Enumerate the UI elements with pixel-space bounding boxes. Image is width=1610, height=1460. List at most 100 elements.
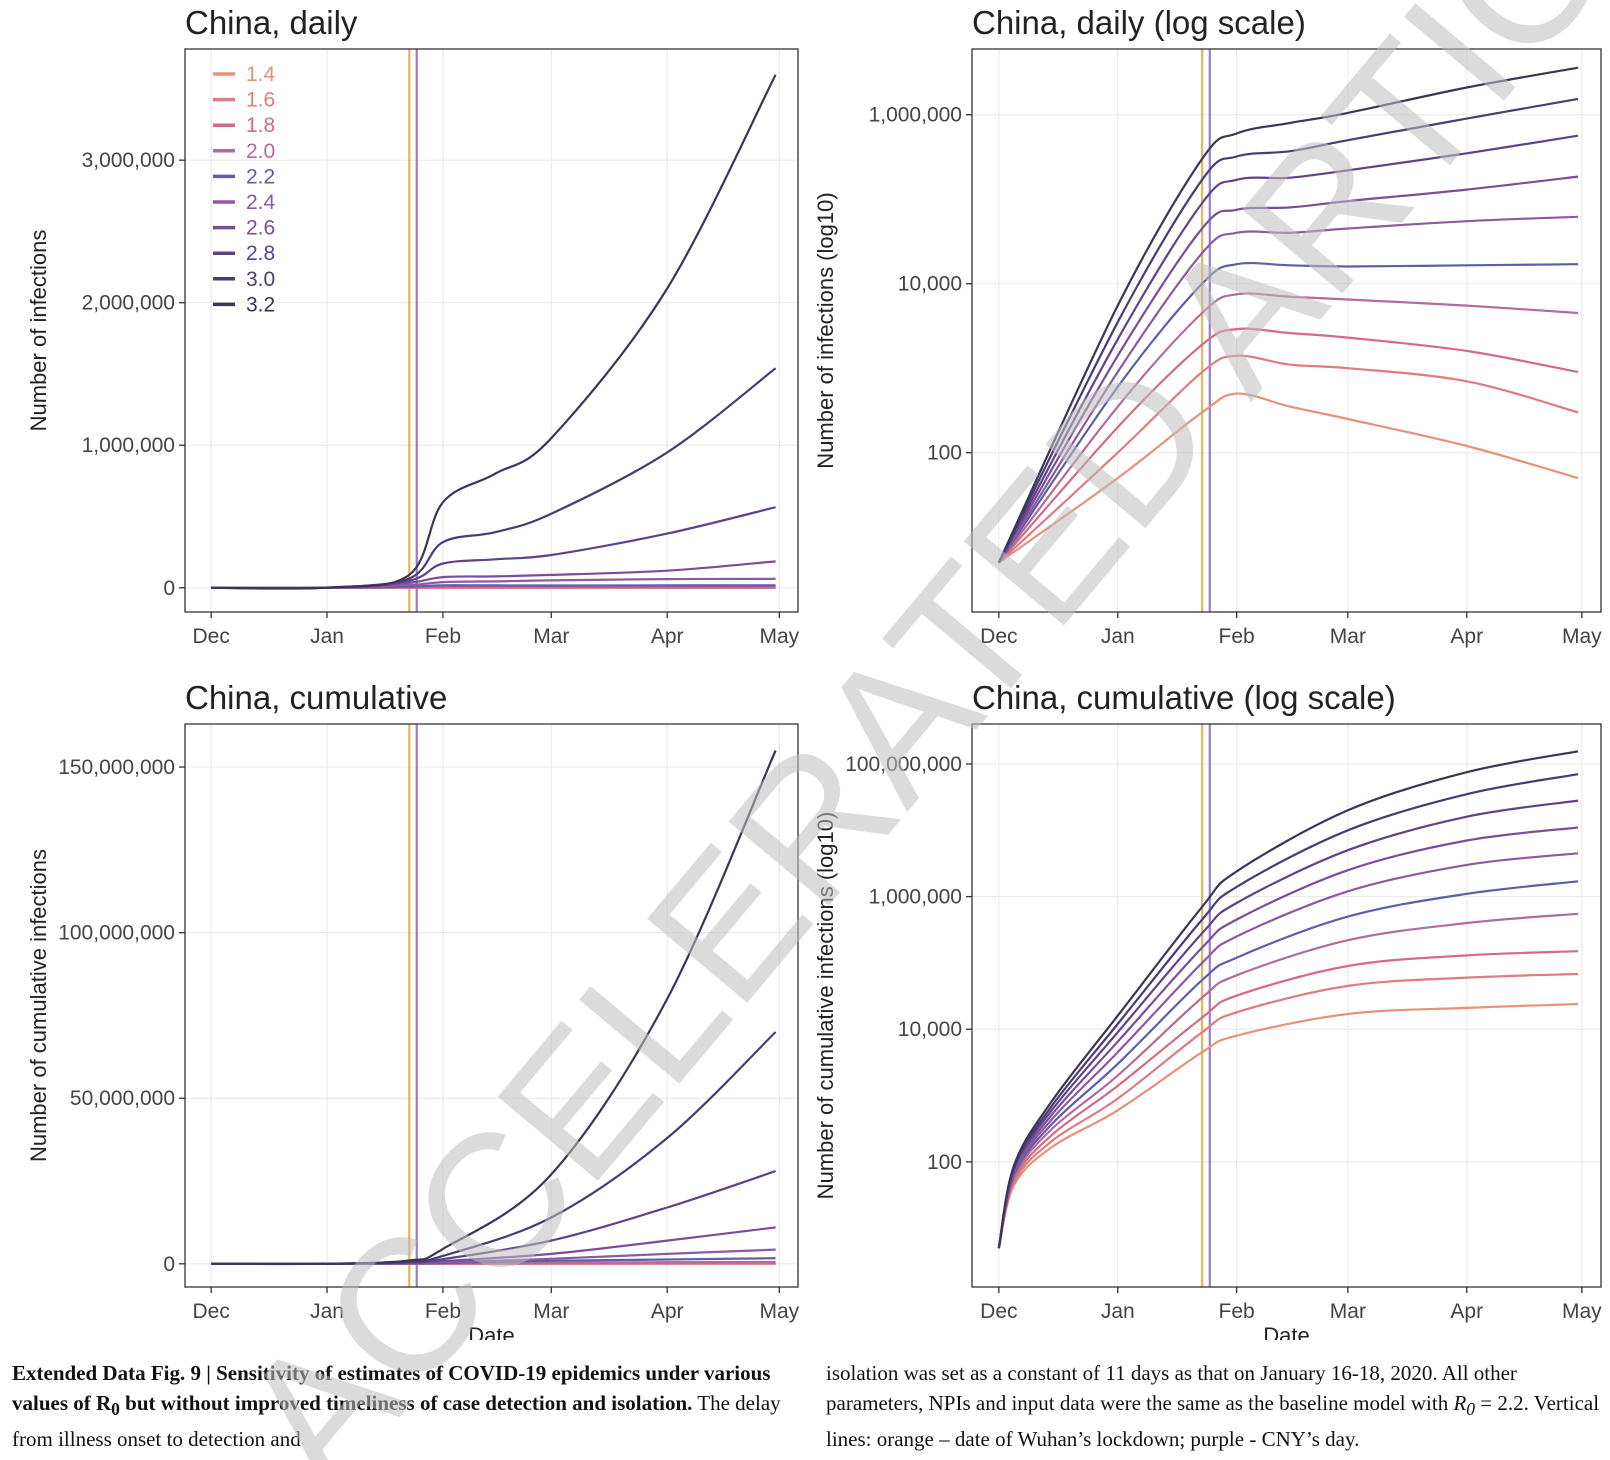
series-line-2-6 — [211, 560, 776, 590]
y-tick-label: 100,000,000 — [58, 922, 175, 945]
series-line-2-6 — [997, 826, 1579, 1249]
legend-label: 2.2 — [246, 165, 275, 188]
y-axis-label: Number of cumulative infections — [26, 849, 51, 1162]
panel-border — [184, 48, 799, 613]
x-tick-label: Jan — [310, 1300, 344, 1323]
caption-right-column: isolation was set as a constant of 11 da… — [826, 1358, 1610, 1454]
series-line-2-0 — [997, 292, 1579, 564]
x-axis-label: Date — [1263, 1323, 1309, 1340]
caption-left-text: The delay from illness onset to detectio… — [12, 1391, 781, 1452]
x-tick-label: Feb — [425, 1300, 461, 1323]
panel-border — [184, 723, 799, 1288]
x-tick-label: Apr — [1450, 625, 1483, 648]
legend-label: 2.4 — [246, 191, 276, 214]
x-tick-label: Jan — [1101, 625, 1135, 648]
x-tick-label: Jan — [1101, 1300, 1135, 1323]
panel-daily-log: Dec Jan Feb Mar Apr May 100 10,000 1,000,000 Chin… — [813, 4, 1602, 648]
series-line-1-8 — [997, 950, 1579, 1249]
legend-label: 3.2 — [246, 293, 275, 316]
x-tick-label: Dec — [980, 1300, 1017, 1323]
series-line-3-0 — [211, 1031, 777, 1266]
x-tick-label: Jan — [310, 625, 344, 648]
y-tick-label: 1,000,000 — [869, 886, 962, 909]
x-tick-label: Apr — [1450, 1300, 1483, 1323]
legend-label: 2.0 — [246, 140, 275, 163]
legend-label: 1.4 — [246, 63, 276, 86]
series-line-2-2 — [997, 261, 1579, 564]
series-line-3-2 — [211, 74, 777, 590]
panel-border — [971, 48, 1602, 613]
panel-cumulative-log: Dec Jan Feb Mar Apr May 100 10,000 1,000,000 100,… — [813, 679, 1602, 1340]
panel-cumulative: Dec Jan Feb Mar Apr May 0 50,000,000 100,000,000… — [26, 679, 800, 1340]
legend-label: 2.6 — [246, 217, 275, 240]
panel-border — [971, 723, 1602, 1288]
figure-panels: Dec Jan Feb Mar Apr May 0 1,000,000 2,000,000 3,0… — [26, 4, 1602, 1340]
y-tick-label: 100,000,000 — [845, 753, 962, 776]
legend-label: 1.6 — [246, 89, 275, 112]
x-tick-label: Feb — [1219, 1300, 1255, 1323]
series-line-3-0 — [997, 773, 1579, 1249]
legend-label: 3.0 — [246, 268, 275, 291]
series-line-3-0 — [211, 367, 777, 590]
y-tick-label: 100 — [927, 442, 962, 465]
x-tick-label: Mar — [1330, 1300, 1366, 1323]
x-tick-label: Dec — [980, 625, 1017, 648]
x-tick-label: Dec — [192, 1300, 229, 1323]
x-tick-label: May — [1562, 1300, 1602, 1323]
series-line-3-2 — [997, 750, 1579, 1249]
x-tick-label: Dec — [192, 625, 229, 648]
caption-bold-prefix: Extended Data Fig. 9 | Sensitivity of es… — [12, 1361, 771, 1415]
y-tick-label: 10,000 — [898, 273, 962, 296]
caption-r-symbol: R — [1453, 1391, 1467, 1415]
x-tick-label: Mar — [533, 625, 569, 648]
x-tick-label: May — [759, 1300, 799, 1323]
series-line-1-6 — [998, 354, 1579, 564]
y-axis-label: Number of cumulative infections (log10) — [813, 812, 838, 1200]
panel-title: China, daily — [185, 4, 358, 41]
series-line-1-8 — [997, 327, 1579, 564]
series-line-3-2 — [211, 750, 777, 1266]
y-axis-label: Number of infections (log10) — [813, 192, 838, 468]
x-axis-label: Date — [468, 1323, 514, 1340]
x-tick-label: Mar — [1330, 625, 1366, 648]
y-tick-label: 0 — [163, 1253, 175, 1276]
legend-label: 1.8 — [246, 114, 275, 137]
series-line-1-6 — [997, 972, 1579, 1249]
y-axis-label: Number of infections — [26, 230, 51, 432]
series-line-2-6 — [997, 175, 1579, 564]
caption-r-subscript: 0 — [1466, 1399, 1476, 1420]
legend: 1.4 1.61.8 2.02.2 2.4 2.62.8 3.03.2 — [213, 63, 276, 316]
x-tick-label: May — [759, 625, 799, 648]
panel-title: China, daily (log scale) — [972, 4, 1306, 41]
series-line-3-0 — [997, 97, 1579, 564]
caption-bold-suffix: but without improved timeliness of case … — [119, 1391, 693, 1415]
legend-label: 2.8 — [246, 242, 275, 265]
series-line-1-4 — [997, 1002, 1579, 1249]
y-tick-label: 50,000,000 — [70, 1087, 175, 1110]
series-line-1-4 — [998, 392, 1579, 564]
caption-bold-subscript: 0 — [111, 1399, 120, 1420]
y-tick-label: 2,000,000 — [82, 292, 175, 315]
series-line-3-2 — [997, 66, 1579, 564]
series-line-2-4 — [997, 215, 1579, 564]
panel-title: China, cumulative (log scale) — [972, 679, 1396, 716]
y-tick-label: 0 — [163, 577, 175, 600]
caption-right-text-2: = 2.2. Vertical lines: orange – date of … — [826, 1391, 1600, 1452]
x-tick-label: May — [1562, 625, 1602, 648]
series-line-2-0 — [997, 912, 1579, 1249]
y-tick-label: 3,000,000 — [82, 149, 175, 172]
series-line-2-8 — [997, 799, 1579, 1249]
y-tick-label: 1,000,000 — [869, 104, 962, 127]
y-tick-label: 100 — [927, 1151, 962, 1174]
y-tick-label: 150,000,000 — [58, 756, 175, 779]
series-line-2-8 — [211, 1170, 776, 1265]
x-tick-label: Mar — [533, 1300, 569, 1323]
x-tick-label: Feb — [1219, 625, 1255, 648]
series-line-2-4 — [997, 852, 1579, 1249]
figure-caption: Extended Data Fig. 9 | Sensitivity of es… — [12, 1358, 1602, 1458]
x-tick-label: Apr — [651, 1300, 684, 1323]
x-tick-label: Apr — [651, 625, 684, 648]
panel-title: China, cumulative — [185, 679, 447, 716]
caption-left-column: Extended Data Fig. 9 | Sensitivity of es… — [12, 1358, 797, 1454]
series-line-2-8 — [997, 134, 1579, 564]
